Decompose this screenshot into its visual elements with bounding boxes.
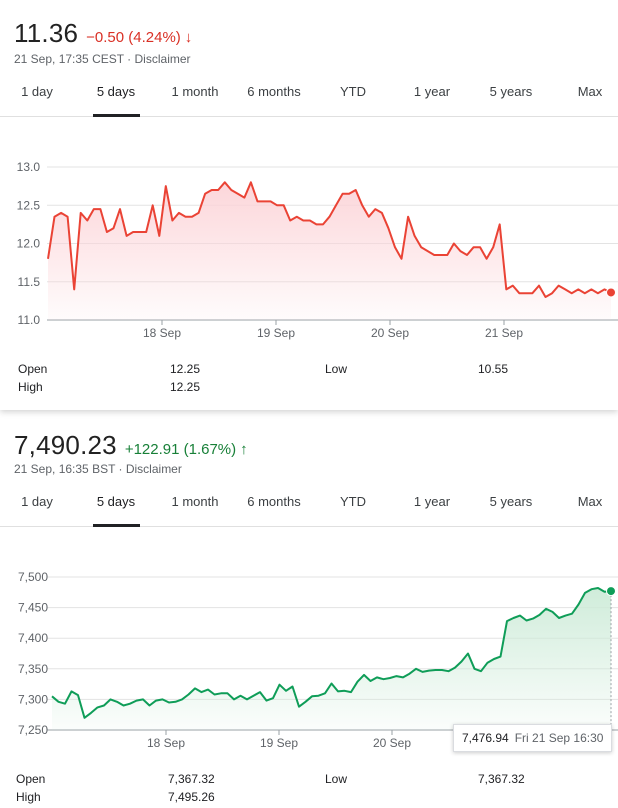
tab-1-day[interactable]: 1 day [21,494,53,509]
low-value: 7,367.32 [478,772,525,786]
x-tick-label: 19 Sep [257,326,295,340]
y-tick-label: 13.0 [17,160,41,174]
tab-max[interactable]: Max [577,494,603,509]
high-label: High [16,790,41,804]
open-label: Open [16,772,46,786]
stock-widget-1: 11.36 −0.50 (4.24%) ↓ 21 Sep, 17:35 CEST… [0,18,618,394]
active-tab-indicator [93,524,140,527]
timestamp-disclaimer[interactable]: 21 Sep, 16:35 BST · Disclaimer [14,462,182,476]
last-point-marker [606,586,616,597]
tab-1-day[interactable]: 1 day [21,84,53,99]
tab-1-month[interactable]: 1 month [171,494,219,509]
y-tick-label: 12.5 [17,198,41,212]
tooltip-value: 7,476.94 [462,731,509,745]
current-price: 11.36 [14,18,79,48]
active-tab-indicator [93,114,140,117]
price-row: 11.36 −0.50 (4.24%) ↓ [14,18,192,49]
stock-widget-2: 7,490.23 +122.91 (1.67%) ↑ 21 Sep, 16:35… [0,410,618,808]
series-area [52,588,611,730]
open-label: Open [18,362,48,376]
price-row: 7,490.23 +122.91 (1.67%) ↑ [14,430,248,461]
current-price: 7,490.23 [14,430,117,460]
tab-ytd[interactable]: YTD [340,84,366,99]
series-line [51,587,612,719]
y-tick-label: 7,250 [18,723,48,737]
x-tick-label: 18 Sep [147,736,185,750]
low-label: Low [325,362,348,376]
y-tick-label: 12.0 [17,237,41,251]
low-value: 10.55 [478,362,509,376]
series-area [48,182,611,320]
open-value: 7,367.32 [168,772,215,786]
range-tabs: 1 day 5 days 1 month 6 months YTD 1 year… [0,70,618,117]
price-chart[interactable]: 13.0 12.5 12.0 11.5 11.0 18 Sep 19 Sep 20 Sep 21… [0,117,618,349]
arrow-down-icon: ↓ [184,29,193,46]
arrow-up-icon: ↑ [240,441,248,458]
open-value: 12.25 [170,362,201,376]
y-tick-label: 7,400 [18,631,48,645]
tab-5-years[interactable]: 5 years [489,494,533,509]
price-change: +122.91 (1.67%) [124,441,237,458]
low-label: Low [325,772,348,786]
high-value: 7,495.26 [168,790,215,804]
price-change: −0.50 (4.24%) [86,29,181,46]
hover-tooltip: 7,476.94 Fri 21 Sep 16:30 [453,724,613,752]
x-tick-label: 19 Sep [260,736,298,750]
y-tick-label: 11.0 [18,313,41,327]
range-tabs: 1 day 5 days 1 month 6 months YTD 1 year… [0,480,618,527]
tab-6-months[interactable]: 6 months [247,494,301,509]
y-tick-label: 11.5 [18,275,41,289]
high-label: High [18,380,43,394]
y-tick-label: 7,350 [18,662,48,676]
series-line [47,181,612,298]
timestamp-disclaimer[interactable]: 21 Sep, 17:35 CEST · Disclaimer [14,52,191,66]
tab-max[interactable]: Max [577,84,603,99]
x-tick-label: 20 Sep [371,326,409,340]
high-value: 12.25 [170,380,201,394]
tab-5-years[interactable]: 5 years [489,84,533,99]
tab-ytd[interactable]: YTD [340,494,366,509]
x-tick-label: 18 Sep [143,326,181,340]
y-tick-label: 7,300 [18,692,48,706]
x-tick-label: 21 Sep [485,326,523,340]
tab-1-month[interactable]: 1 month [171,84,219,99]
tab-6-months[interactable]: 6 months [247,84,301,99]
y-tick-label: 7,500 [18,570,48,584]
tab-1-year[interactable]: 1 year [413,494,451,509]
tab-1-year[interactable]: 1 year [413,84,451,99]
tooltip-date: Fri 21 Sep 16:30 [514,731,604,745]
x-tick-label: 20 Sep [373,736,411,750]
y-tick-label: 7,450 [18,601,48,615]
tab-5-days[interactable]: 5 days [96,494,136,509]
last-point-marker [606,287,616,298]
tab-5-days[interactable]: 5 days [96,84,136,99]
